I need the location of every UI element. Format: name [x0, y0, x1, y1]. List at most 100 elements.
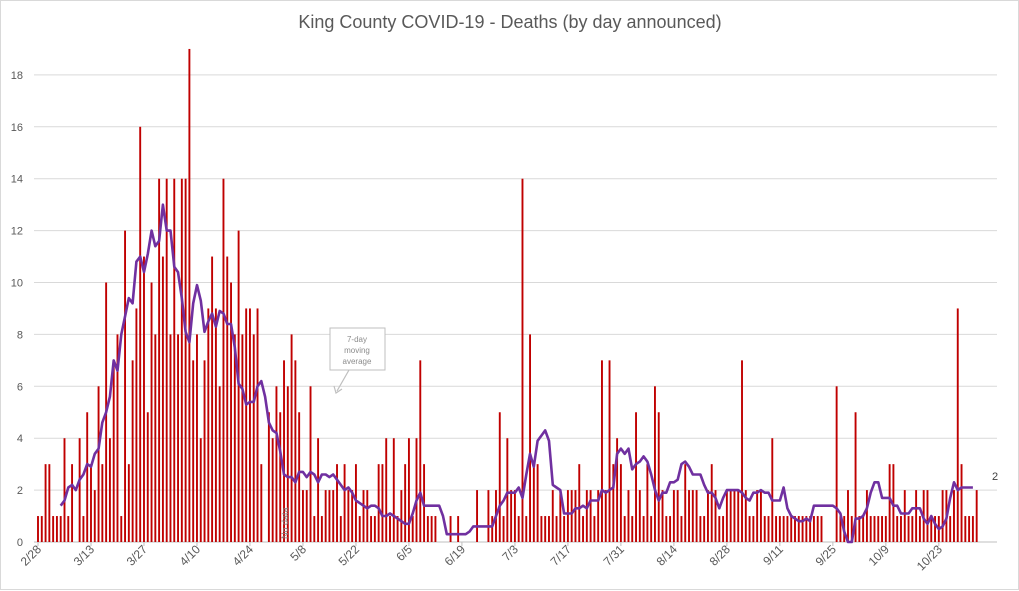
- x-tick-label: 5/8: [287, 542, 309, 564]
- bar: [858, 516, 861, 542]
- x-axis: 2/28 3/13 3/27 4/10 4/24 5/8 5/22 6/5 6/19 7/3 7/1…: [18, 542, 945, 573]
- bar: [706, 490, 709, 542]
- bar: [676, 490, 679, 542]
- bar: [510, 490, 513, 542]
- bar: [135, 308, 138, 542]
- bar: [411, 516, 414, 542]
- bar: [767, 516, 770, 542]
- bar: [336, 464, 338, 542]
- bar: [169, 334, 172, 542]
- bar: [786, 516, 789, 542]
- bar: [180, 178, 183, 542]
- bar: [816, 516, 819, 542]
- bar: [536, 464, 539, 542]
- bar: [597, 490, 600, 542]
- gridlines: [34, 74, 997, 543]
- bar: [78, 438, 81, 542]
- bar: [714, 490, 717, 542]
- y-tick-label: 14: [11, 174, 23, 186]
- moving-average-callout: 7-day moving average: [329, 327, 386, 394]
- bar: [71, 464, 74, 542]
- bar: [279, 412, 282, 542]
- bar: [362, 490, 365, 542]
- bar: [271, 438, 274, 542]
- bar: [218, 386, 221, 542]
- bar: [725, 490, 728, 542]
- bar: [608, 360, 611, 542]
- bar: [529, 334, 531, 542]
- bar: [146, 412, 149, 542]
- bar: [127, 464, 130, 542]
- bar: [491, 516, 494, 542]
- bar: [563, 516, 566, 542]
- x-tick-label: 7/3: [499, 542, 521, 564]
- bar: [150, 282, 153, 542]
- bar: [900, 516, 902, 542]
- bar: [657, 412, 660, 542]
- bar: [635, 412, 637, 542]
- bar: [426, 516, 429, 542]
- x-tick-label: 10/9: [866, 542, 893, 569]
- bar: [801, 516, 804, 542]
- bar: [286, 386, 289, 542]
- bar: [669, 516, 672, 542]
- bar: [782, 516, 785, 542]
- bar: [67, 516, 70, 542]
- bar: [309, 386, 312, 542]
- bar: [790, 516, 793, 542]
- x-tick-label: 10/23: [914, 542, 945, 573]
- bar: [370, 516, 373, 542]
- bar: [407, 438, 410, 542]
- x-tick-label: 3/13: [71, 542, 98, 569]
- callout-arrowhead: [333, 385, 343, 394]
- y-tick-label: 10: [11, 278, 23, 290]
- bar: [302, 490, 304, 542]
- bar: [366, 490, 369, 542]
- x-tick-label: 8/28: [707, 542, 734, 569]
- bar: [604, 490, 607, 542]
- bar: [593, 516, 596, 542]
- bar: [97, 386, 100, 542]
- bar: [226, 256, 229, 542]
- bar: [381, 464, 384, 542]
- bar: [623, 516, 626, 542]
- bar: [616, 438, 619, 542]
- bar: [199, 438, 202, 542]
- callout-line-3: average: [343, 357, 372, 366]
- bar: [862, 516, 865, 542]
- bar: [710, 464, 713, 542]
- bar: [328, 490, 331, 542]
- bar: [684, 464, 687, 542]
- bar: [797, 516, 800, 542]
- bar: [748, 516, 751, 542]
- bar: [953, 490, 955, 542]
- bar: [968, 516, 971, 542]
- bar: [513, 490, 516, 542]
- x-tick-label: 9/25: [813, 542, 840, 569]
- bar: [260, 464, 263, 542]
- bar: [82, 516, 85, 542]
- no-data-label: No data: [280, 507, 290, 539]
- bar: [733, 490, 736, 542]
- bar: [343, 464, 346, 542]
- bar: [559, 490, 562, 542]
- bar: [389, 516, 391, 542]
- x-tick-label: 5/22: [336, 542, 363, 569]
- bar: [888, 464, 891, 542]
- bar: [203, 360, 206, 542]
- bar: [324, 490, 327, 542]
- bar: [196, 334, 198, 542]
- bar: [809, 516, 812, 542]
- moving-average-series: [59, 203, 973, 544]
- bar: [305, 490, 308, 542]
- bar: [351, 490, 354, 542]
- bar: [759, 490, 762, 542]
- bar: [392, 438, 395, 542]
- bar: [430, 516, 433, 542]
- bar: [566, 490, 569, 542]
- bar: [695, 490, 698, 542]
- x-tick-label: 7/31: [601, 542, 628, 569]
- bar: [688, 490, 690, 542]
- bar: [903, 490, 906, 542]
- callout-line-1: 7-day: [347, 335, 367, 344]
